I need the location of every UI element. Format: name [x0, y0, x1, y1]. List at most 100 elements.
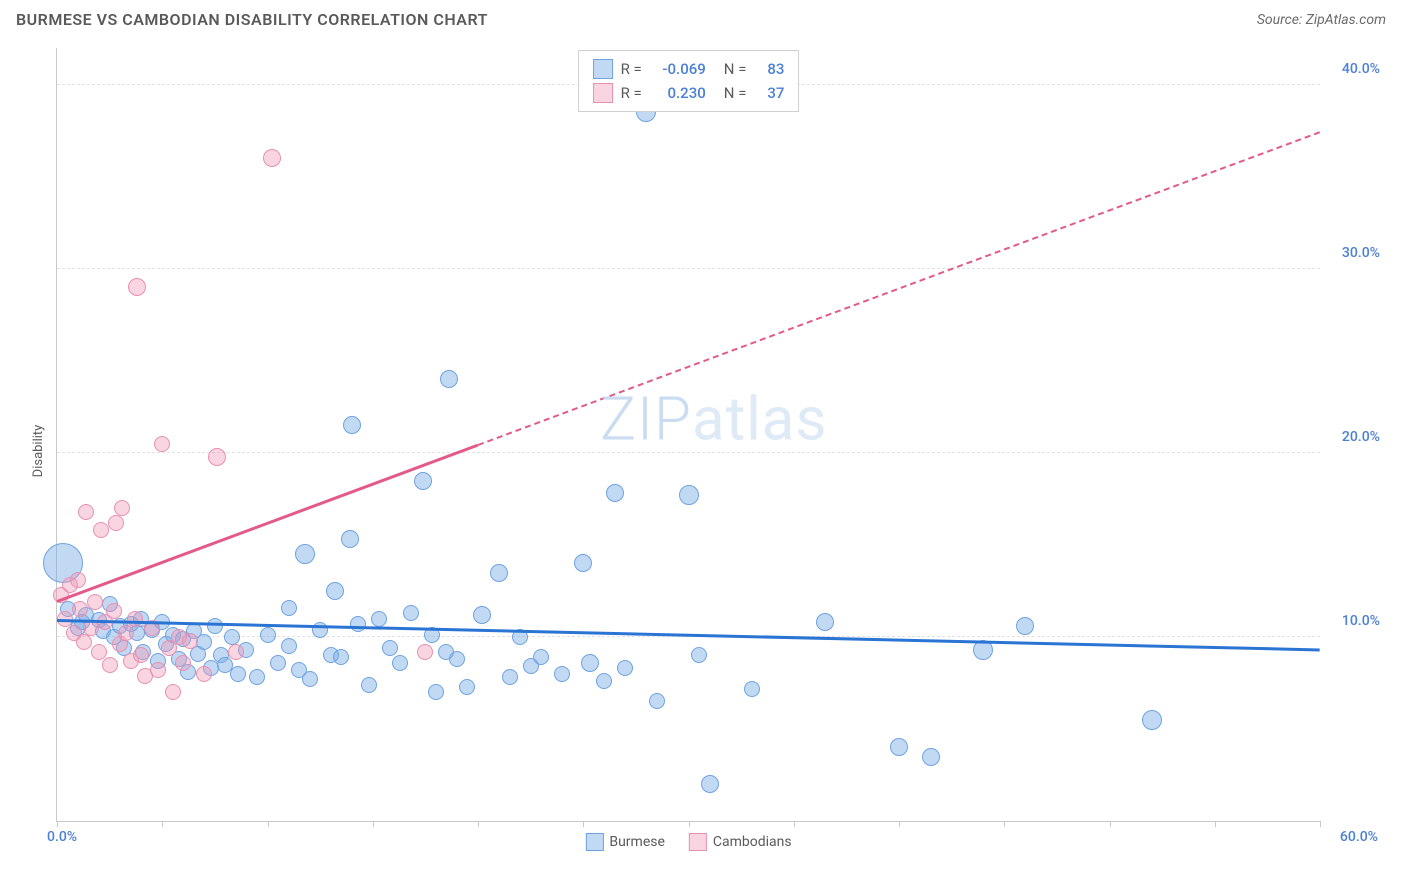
scatter-point — [326, 582, 344, 600]
scatter-point — [260, 627, 276, 643]
scatter-point — [392, 655, 408, 671]
scatter-point — [428, 684, 444, 700]
scatter-point — [196, 666, 212, 682]
scatter-point — [502, 669, 518, 685]
x-tick — [1320, 821, 1321, 827]
scatter-point — [78, 504, 94, 520]
scatter-point — [228, 644, 244, 660]
scatter-point — [459, 679, 475, 695]
correlation-legend-row: R =0.230N =37 — [593, 81, 785, 105]
scatter-point — [617, 660, 633, 676]
series-legend-label: Cambodians — [713, 834, 792, 850]
source-attribution: Source: ZipAtlas.com — [1257, 12, 1386, 28]
scatter-point — [1016, 617, 1034, 635]
scatter-point — [133, 647, 149, 663]
scatter-point — [196, 634, 212, 650]
scatter-point — [208, 448, 226, 466]
x-tick — [583, 821, 584, 827]
scatter-point — [270, 655, 286, 671]
gridline-h — [57, 452, 1320, 453]
scatter-point — [361, 677, 377, 693]
chart-container: Disability R =-0.069N =83R =0.230N =37 Z… — [16, 40, 1390, 862]
legend-swatch — [593, 83, 613, 103]
trend-line — [478, 131, 1321, 446]
x-tick — [268, 821, 269, 827]
r-value: -0.069 — [650, 57, 706, 81]
correlation-legend-row: R =-0.069N =83 — [593, 57, 785, 81]
scatter-point — [108, 515, 124, 531]
scatter-point — [207, 618, 223, 634]
r-label: R = — [621, 57, 642, 81]
y-axis-label: Disability — [31, 425, 46, 478]
scatter-point — [922, 748, 940, 766]
scatter-point — [102, 657, 118, 673]
y-tick-label: 20.0% — [1342, 429, 1380, 445]
scatter-point — [596, 673, 612, 689]
x-tick — [57, 821, 58, 827]
scatter-point — [606, 484, 624, 502]
scatter-point — [890, 738, 908, 756]
scatter-point — [649, 693, 665, 709]
scatter-point — [417, 644, 433, 660]
scatter-point — [371, 611, 387, 627]
scatter-point — [302, 671, 318, 687]
x-tick — [162, 821, 163, 827]
scatter-point — [343, 416, 361, 434]
x-tick — [1215, 821, 1216, 827]
r-value: 0.230 — [650, 81, 706, 105]
legend-swatch — [585, 833, 603, 851]
r-label: R = — [621, 81, 642, 105]
scatter-point — [341, 530, 359, 548]
x-tick — [1004, 821, 1005, 827]
scatter-point — [114, 500, 130, 516]
chart-title: BURMESE VS CAMBODIAN DISABILITY CORRELAT… — [16, 10, 488, 29]
n-value: 83 — [754, 57, 784, 81]
scatter-point — [449, 651, 465, 667]
scatter-point — [72, 601, 88, 617]
x-tick — [1110, 821, 1111, 827]
scatter-point — [182, 633, 198, 649]
series-legend-label: Burmese — [609, 834, 665, 850]
scatter-point — [249, 669, 265, 685]
scatter-point — [175, 655, 191, 671]
watermark-atlas: atlas — [692, 384, 827, 455]
scatter-point — [581, 654, 599, 672]
scatter-point — [224, 629, 240, 645]
scatter-point — [70, 572, 86, 588]
x-tick — [899, 821, 900, 827]
plot-area: R =-0.069N =83R =0.230N =37 ZIPatlas 0.0… — [56, 48, 1320, 822]
scatter-point — [154, 436, 170, 452]
legend-swatch — [689, 833, 707, 851]
scatter-point — [691, 647, 707, 663]
legend-swatch — [593, 59, 613, 79]
scatter-point — [165, 684, 181, 700]
scatter-point — [701, 775, 719, 793]
scatter-point — [1142, 710, 1162, 730]
x-tick — [794, 821, 795, 827]
scatter-point — [87, 594, 103, 610]
scatter-point — [350, 616, 366, 632]
correlation-legend: R =-0.069N =83R =0.230N =37 — [578, 50, 800, 112]
scatter-point — [473, 606, 491, 624]
y-tick-label: 40.0% — [1342, 61, 1380, 77]
scatter-point — [263, 149, 281, 167]
scatter-point — [744, 681, 760, 697]
x-axis-max-label: 60.0% — [1340, 829, 1378, 845]
scatter-point — [76, 634, 92, 650]
scatter-point — [490, 564, 508, 582]
scatter-point — [554, 666, 570, 682]
scatter-point — [128, 278, 146, 296]
scatter-point — [382, 640, 398, 656]
scatter-point — [333, 649, 349, 665]
x-tick — [373, 821, 374, 827]
scatter-point — [403, 605, 419, 621]
scatter-point — [440, 370, 458, 388]
scatter-point — [106, 603, 122, 619]
scatter-point — [295, 544, 315, 564]
watermark: ZIPatlas — [600, 384, 827, 455]
gridline-h — [57, 268, 1320, 269]
scatter-point — [312, 622, 328, 638]
scatter-point — [281, 638, 297, 654]
x-axis-min-label: 0.0% — [47, 829, 77, 845]
x-tick — [689, 821, 690, 827]
